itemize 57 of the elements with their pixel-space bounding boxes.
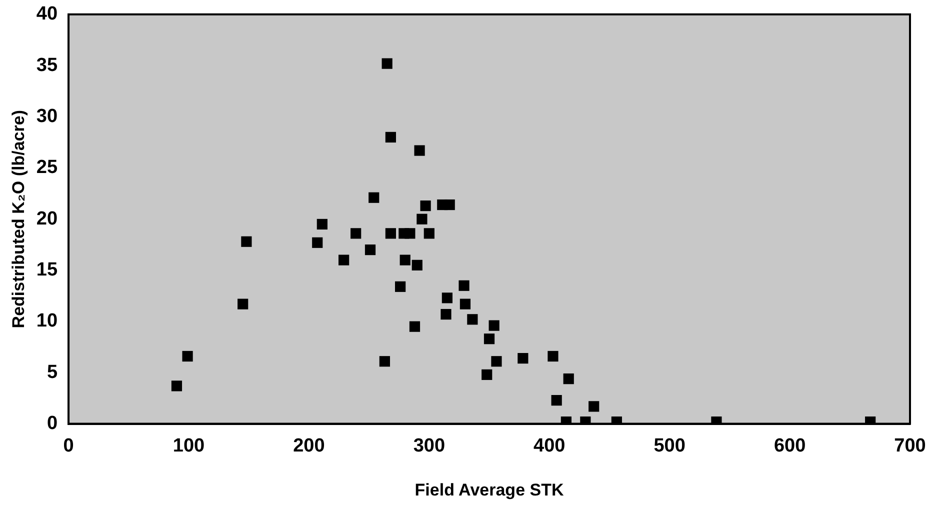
point: [316, 218, 328, 230]
point: [414, 145, 425, 156]
point: [171, 380, 182, 392]
y-tick-label: 15: [36, 260, 58, 281]
point: [400, 254, 410, 266]
point: [241, 236, 252, 247]
point: [467, 314, 478, 325]
point: [379, 356, 390, 367]
x-tick-label: 300: [413, 435, 446, 456]
y-tick-label: 35: [36, 54, 58, 76]
point: [424, 228, 434, 239]
point: [491, 356, 502, 367]
point: [458, 280, 470, 291]
point: [420, 200, 431, 212]
point: [338, 254, 350, 266]
point: [440, 308, 452, 320]
x-tick-label: 500: [654, 435, 686, 456]
point: [238, 298, 248, 310]
point: [460, 298, 471, 310]
point: [551, 394, 562, 406]
point: [350, 228, 362, 239]
point: [563, 373, 574, 384]
point: [482, 369, 492, 380]
point: [312, 237, 323, 248]
point: [364, 244, 376, 256]
y-tick-label: 25: [36, 157, 58, 178]
point: [412, 260, 422, 270]
x-tick-label: 700: [894, 435, 926, 456]
point: [395, 281, 406, 292]
point: [488, 320, 500, 331]
y-tick-label: 10: [36, 310, 58, 332]
x-tick-label: 400: [534, 435, 566, 456]
point: [444, 199, 455, 210]
y-tick-label: 40: [36, 4, 58, 25]
y-tick-label: 5: [46, 362, 58, 383]
y-tick-label: 0: [46, 413, 58, 434]
point: [368, 192, 380, 203]
point: [484, 334, 495, 344]
x-axis-title: Field Average STK: [414, 480, 564, 500]
point: [548, 350, 558, 362]
point: [182, 350, 193, 362]
x-tick-label: 600: [774, 435, 806, 456]
point: [385, 228, 396, 239]
x-tick-label: 0: [63, 435, 74, 456]
point: [385, 132, 396, 143]
point: [416, 214, 428, 224]
point: [518, 352, 528, 364]
y-tick-label: 20: [36, 208, 58, 230]
x-tick-label: 100: [172, 435, 205, 456]
y-axis-title: Redistributed K₂O (lb/acre): [8, 110, 28, 328]
point: [442, 292, 452, 304]
point: [404, 228, 416, 239]
point: [382, 58, 392, 69]
y-tick-label: 30: [36, 106, 58, 127]
point: [409, 321, 420, 332]
x-tick-label: 200: [293, 435, 325, 456]
point: [588, 401, 600, 412]
